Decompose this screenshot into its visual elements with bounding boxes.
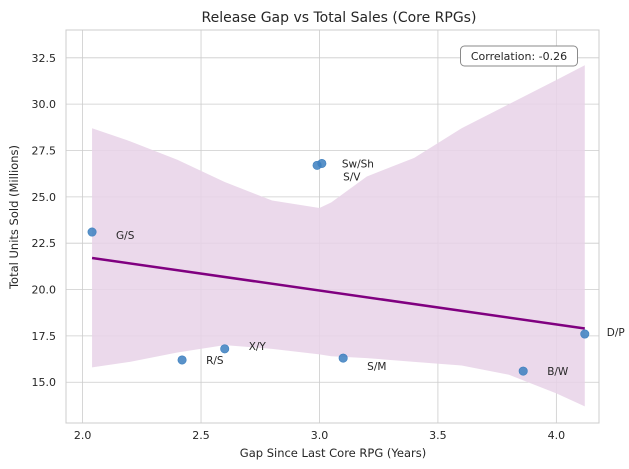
y-tick-label: 20.0 bbox=[32, 284, 57, 297]
x-tick-label: 4.0 bbox=[548, 429, 566, 442]
y-tick-label: 22.5 bbox=[32, 237, 57, 250]
y-tick-label: 27.5 bbox=[32, 144, 57, 157]
point-labels: G/S R/S X/Y Sw/ShS/V S/M B/W D/P bbox=[116, 158, 625, 378]
point-label: D/P bbox=[607, 327, 625, 339]
point-label: R/S bbox=[206, 355, 224, 367]
data-point bbox=[220, 344, 230, 354]
plot-frame bbox=[65, 29, 600, 424]
x-tick-label: 3.0 bbox=[311, 429, 329, 442]
regression-line bbox=[91, 256, 585, 330]
confidence-band bbox=[92, 65, 585, 407]
correlation-annotation: Correlation: -0.26 bbox=[471, 50, 567, 63]
point-label: Sw/Sh bbox=[342, 158, 374, 170]
point-label: S/M bbox=[367, 361, 386, 373]
correlation-box bbox=[460, 45, 578, 67]
x-tick-label: 2.0 bbox=[74, 429, 92, 442]
data-point bbox=[518, 366, 528, 376]
x-tick-label: 3.5 bbox=[429, 429, 447, 442]
y-axis-label: Total Units Sold (Millions) bbox=[7, 145, 21, 290]
y-tick-label: 30.0 bbox=[32, 98, 57, 111]
x-tick-labels: 2.0 2.5 3.0 3.5 4.0 bbox=[74, 429, 565, 442]
data-point bbox=[312, 160, 322, 170]
point-label: S/V bbox=[343, 171, 361, 183]
data-point bbox=[87, 227, 97, 237]
data-point bbox=[338, 353, 348, 363]
y-tick-label: 25.0 bbox=[32, 191, 57, 204]
point-label: B/W bbox=[547, 366, 569, 378]
x-tick-label: 2.5 bbox=[192, 429, 210, 442]
point-label: G/S bbox=[116, 230, 135, 242]
chart-title: Release Gap vs Total Sales (Core RPGs) bbox=[202, 10, 477, 26]
point-label: X/Y bbox=[249, 341, 267, 353]
data-point bbox=[177, 355, 187, 365]
data-point bbox=[580, 329, 590, 339]
y-tick-label: 32.5 bbox=[32, 52, 57, 65]
y-tick-label: 15.0 bbox=[32, 376, 57, 389]
y-tick-labels: 15.0 17.5 20.0 22.5 25.0 27.5 30.0 32.5 bbox=[32, 52, 57, 389]
data-points bbox=[87, 158, 590, 376]
x-axis-label: Gap Since Last Core RPG (Years) bbox=[240, 446, 426, 460]
y-tick-label: 17.5 bbox=[32, 330, 57, 343]
